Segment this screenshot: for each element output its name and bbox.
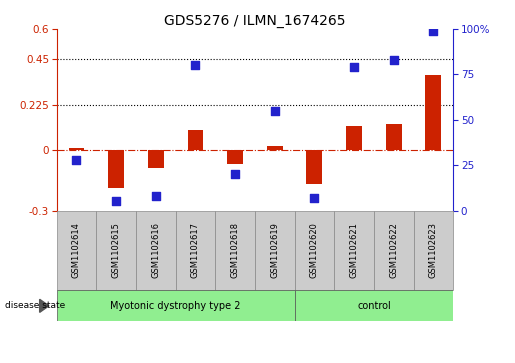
Bar bbox=[346, 126, 362, 150]
Point bbox=[231, 171, 239, 177]
Point bbox=[389, 57, 398, 63]
Bar bbox=[425, 76, 441, 150]
Bar bbox=[334, 211, 374, 290]
Bar bbox=[374, 211, 414, 290]
Bar bbox=[227, 150, 243, 164]
Bar bbox=[57, 211, 96, 290]
Bar bbox=[267, 146, 283, 150]
Text: GSM1102619: GSM1102619 bbox=[270, 223, 279, 278]
Text: GSM1102623: GSM1102623 bbox=[429, 223, 438, 278]
Point bbox=[72, 157, 80, 163]
Bar bbox=[148, 150, 164, 168]
Bar bbox=[306, 150, 322, 184]
Bar bbox=[255, 211, 295, 290]
Text: GSM1102617: GSM1102617 bbox=[191, 223, 200, 278]
Bar bbox=[295, 211, 334, 290]
Bar bbox=[96, 211, 136, 290]
Bar bbox=[414, 211, 453, 290]
Text: control: control bbox=[357, 301, 391, 311]
Bar bbox=[176, 211, 215, 290]
Point bbox=[350, 64, 358, 70]
Bar bbox=[295, 290, 453, 321]
Point bbox=[112, 199, 120, 204]
Point bbox=[151, 193, 160, 199]
Polygon shape bbox=[40, 299, 49, 312]
Bar bbox=[215, 211, 255, 290]
Bar bbox=[57, 290, 295, 321]
Point bbox=[271, 108, 279, 114]
Text: GSM1102620: GSM1102620 bbox=[310, 223, 319, 278]
Title: GDS5276 / ILMN_1674265: GDS5276 / ILMN_1674265 bbox=[164, 14, 346, 28]
Bar bbox=[386, 124, 402, 150]
Text: GSM1102615: GSM1102615 bbox=[112, 223, 121, 278]
Point bbox=[191, 62, 199, 68]
Text: disease state: disease state bbox=[5, 301, 65, 310]
Text: GSM1102621: GSM1102621 bbox=[350, 223, 358, 278]
Point bbox=[310, 195, 318, 201]
Point bbox=[429, 28, 437, 34]
Text: GSM1102616: GSM1102616 bbox=[151, 223, 160, 278]
Text: Myotonic dystrophy type 2: Myotonic dystrophy type 2 bbox=[110, 301, 241, 311]
Text: GSM1102618: GSM1102618 bbox=[231, 223, 239, 278]
Bar bbox=[136, 211, 176, 290]
Bar bbox=[187, 130, 203, 150]
Text: GSM1102622: GSM1102622 bbox=[389, 223, 398, 278]
Bar bbox=[108, 150, 124, 188]
Bar bbox=[68, 148, 84, 150]
Text: GSM1102614: GSM1102614 bbox=[72, 223, 81, 278]
